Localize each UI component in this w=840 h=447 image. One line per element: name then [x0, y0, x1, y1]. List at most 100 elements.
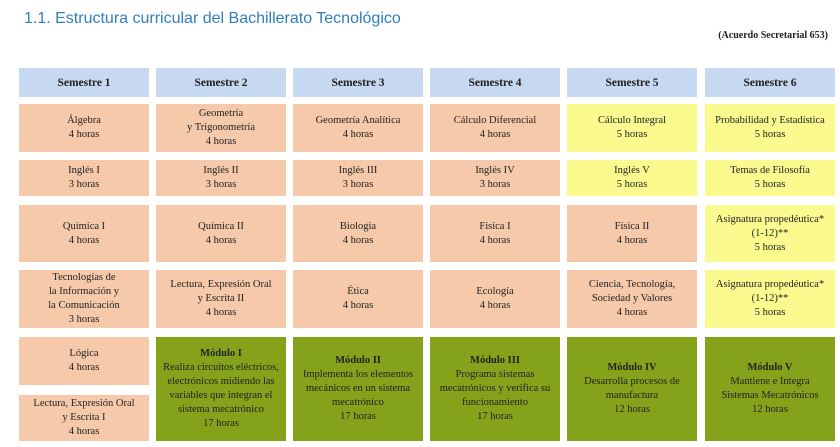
subject-name: Lógica — [69, 348, 99, 359]
subject-name: Química I — [62, 220, 106, 232]
subject-cell: Cálculo Diferencial 4 horas — [430, 104, 560, 152]
subject-name: Tecnologías de la Información y la Comun… — [48, 272, 120, 311]
subject-hours: 4 horas — [342, 129, 374, 140]
subject-hours: 3 horas — [68, 314, 100, 325]
module-title: Módulo I — [200, 348, 242, 359]
semester-header: Semestre 4 — [430, 68, 560, 97]
module-cell: Módulo V Mantiene e Integra Sistemas Meca… — [705, 337, 835, 441]
subject-name: Ecología — [476, 286, 514, 297]
subject-hours: 12 horas — [614, 404, 650, 415]
subject-cell: Química II 4 horas — [156, 205, 286, 262]
subject-name: Implementa los elementos mecánicos en un… — [302, 369, 414, 408]
subject-name: Realiza circuitos eléctricos, electrónic… — [163, 362, 279, 415]
module-title: Módulo V — [747, 362, 793, 373]
subject-hours: 4 horas — [342, 234, 374, 246]
semester-header: Semestre 6 — [705, 68, 835, 97]
subject-hours: 3 horas — [479, 179, 511, 190]
subject-hours: 17 horas — [203, 418, 239, 429]
subject-hours: 5 horas — [754, 241, 786, 253]
subject-name: Inglés III — [338, 165, 378, 176]
subject-cell: Inglés I 3 horas — [19, 160, 149, 196]
agreement-reference: (Acuerdo Secretarial 653) — [718, 30, 828, 41]
subject-hours: 4 horas — [68, 426, 100, 437]
module-cell: Módulo III Programa sistemas mecatrónicos… — [430, 337, 560, 441]
semester-header-label: Semestre 4 — [468, 76, 522, 89]
subject-cell: Inglés III 3 horas — [293, 160, 423, 196]
subject-cell: Cálculo Integral 5 horas — [567, 104, 697, 152]
subject-cell: Asignatura propedéutica* (1-12)** 5 horas — [705, 205, 835, 262]
semester-header-label: Semestre 6 — [743, 76, 797, 89]
subject-hours: 4 horas — [205, 307, 237, 318]
module-cell: Módulo IV Desarrolla procesos de manufact… — [567, 337, 697, 441]
page-title: 1.1. Estructura curricular del Bachiller… — [24, 10, 401, 27]
subject-hours: 5 horas — [754, 307, 786, 318]
subject-name: Lectura, Expresión Oral y Escrita I — [33, 398, 135, 423]
subject-cell: Geometría Analítica 4 horas — [293, 104, 423, 152]
subject-name: Inglés II — [203, 165, 239, 176]
subject-cell: Biología 4 horas — [293, 205, 423, 262]
subject-hours: 4 horas — [479, 234, 511, 246]
subject-cell: Álgebra 4 horas — [19, 104, 149, 152]
subject-name: Inglés V — [614, 165, 650, 176]
subject-hours: 4 horas — [205, 234, 237, 246]
subject-cell: Tecnologías de la Información y la Comun… — [19, 270, 149, 328]
subject-cell: Química I 4 horas — [19, 205, 149, 262]
subject-cell: Ecología 4 horas — [430, 270, 560, 328]
subject-hours: 5 horas — [754, 129, 786, 140]
subject-hours: 4 horas — [616, 234, 648, 246]
subject-cell: Probabilidad y Estadística 5 horas — [705, 104, 835, 152]
subject-name: Asignatura propedéutica* (1-12)** — [715, 279, 825, 304]
subject-cell: Física II 4 horas — [567, 205, 697, 262]
semester-header: Semestre 1 — [19, 68, 149, 97]
subject-cell: Lectura, Expresión Oral y Escrita II 4 ho… — [156, 270, 286, 328]
semester-header: Semestre 3 — [293, 68, 423, 97]
subject-hours: 4 horas — [68, 234, 100, 246]
subject-name: Química II — [198, 220, 244, 232]
module-title: Módulo II — [335, 355, 381, 366]
subject-cell: Temas de Filosofía 5 horas — [705, 160, 835, 196]
subject-hours: 4 horas — [205, 136, 237, 147]
semester-header: Semestre 5 — [567, 68, 697, 97]
subject-name: Temas de Filosofía — [730, 165, 810, 176]
subject-cell: Ética 4 horas — [293, 270, 423, 328]
subject-name: Probabilidad y Estadística — [715, 115, 825, 126]
subject-hours: 3 horas — [68, 179, 100, 190]
subject-hours: 5 horas — [616, 179, 648, 190]
subject-name: Inglés IV — [475, 165, 515, 176]
subject-cell: Geometría y Trigonometría 4 horas — [156, 104, 286, 152]
subject-name: Asignatura propedéutica* (1-12)** — [715, 213, 825, 239]
subject-hours: 5 horas — [754, 179, 786, 190]
subject-name: Física I — [479, 220, 511, 232]
subject-hours: 17 horas — [477, 411, 513, 422]
subject-name: Lectura, Expresión Oral y Escrita II — [170, 279, 272, 304]
subject-name: Inglés I — [68, 165, 100, 176]
subject-hours: 3 horas — [205, 179, 237, 190]
subject-cell: Física I 4 horas — [430, 205, 560, 262]
subject-cell: Lógica 4 horas — [19, 337, 149, 385]
subject-name: Mantiene e Integra Sistemas Mecatrónicos — [721, 376, 819, 401]
semester-header-label: Semestre 5 — [605, 76, 659, 89]
subject-cell: Ciencia, Tecnología, Sociedad y Valores 4… — [567, 270, 697, 328]
subject-name: Ciencia, Tecnología, Sociedad y Valores — [588, 279, 676, 304]
subject-name: Física II — [614, 220, 650, 232]
subject-name: Cálculo Diferencial — [453, 115, 537, 126]
module-cell: Módulo II Implementa los elementos mecáni… — [293, 337, 423, 441]
subject-hours: 4 horas — [342, 300, 374, 311]
subject-hours: 4 horas — [68, 129, 100, 140]
module-cell: Módulo I Realiza circuitos eléctricos, el… — [156, 337, 286, 441]
subject-name: Geometría Analítica — [315, 115, 401, 126]
subject-hours: 4 horas — [616, 307, 648, 318]
subject-cell: Lectura, Expresión Oral y Escrita I 4 hor… — [19, 395, 149, 441]
subject-cell: Inglés IV 3 horas — [430, 160, 560, 196]
subject-hours: 3 horas — [342, 179, 374, 190]
subject-name: Ética — [347, 286, 369, 297]
subject-name: Cálculo Integral — [598, 115, 666, 126]
subject-cell: Inglés II 3 horas — [156, 160, 286, 196]
semester-header-label: Semestre 3 — [331, 76, 385, 89]
subject-hours: 4 horas — [479, 129, 511, 140]
semester-header-label: Semestre 1 — [57, 76, 111, 89]
semester-header-label: Semestre 2 — [194, 76, 248, 89]
subject-hours: 12 horas — [752, 404, 788, 415]
subject-cell: Inglés V 5 horas — [567, 160, 697, 196]
subject-name: Biología — [339, 220, 377, 232]
